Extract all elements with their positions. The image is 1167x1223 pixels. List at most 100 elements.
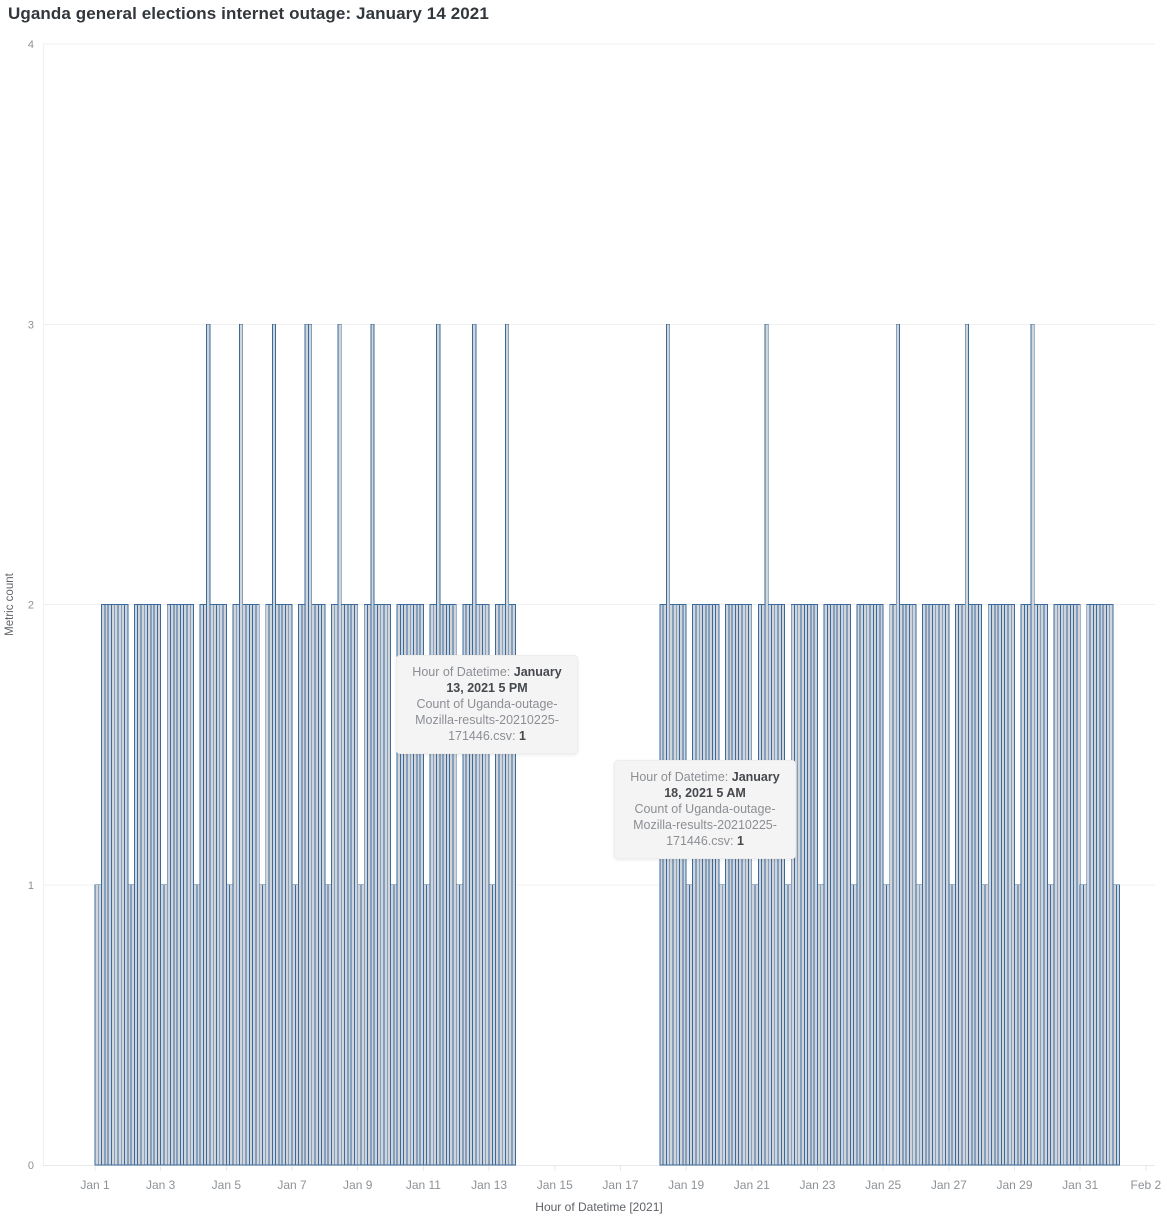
bar[interactable] bbox=[1033, 604, 1038, 1166]
bar[interactable] bbox=[1023, 604, 1029, 1166]
bar[interactable] bbox=[662, 604, 667, 1166]
bar[interactable] bbox=[725, 604, 730, 1166]
bar[interactable] bbox=[209, 604, 214, 1166]
bar[interactable] bbox=[278, 604, 283, 1166]
bar[interactable] bbox=[984, 884, 989, 1166]
bar[interactable] bbox=[784, 884, 789, 1166]
bar[interactable] bbox=[928, 604, 933, 1166]
bar[interactable] bbox=[327, 884, 332, 1166]
bar[interactable] bbox=[163, 884, 168, 1166]
bar[interactable] bbox=[1010, 604, 1015, 1166]
bar[interactable] bbox=[728, 604, 733, 1166]
bar[interactable] bbox=[202, 604, 208, 1166]
bar[interactable] bbox=[803, 604, 809, 1166]
bar[interactable] bbox=[166, 604, 171, 1166]
bar[interactable] bbox=[373, 604, 378, 1166]
bar[interactable] bbox=[1115, 884, 1121, 1166]
bar[interactable] bbox=[94, 884, 99, 1166]
bar[interactable] bbox=[1050, 884, 1055, 1166]
bar[interactable] bbox=[672, 604, 677, 1166]
bar[interactable] bbox=[219, 604, 224, 1166]
bar[interactable] bbox=[807, 604, 812, 1166]
bar[interactable] bbox=[1040, 604, 1045, 1166]
bar[interactable] bbox=[422, 884, 428, 1166]
bar[interactable] bbox=[968, 604, 973, 1166]
bar[interactable] bbox=[357, 884, 362, 1166]
bar[interactable] bbox=[767, 604, 772, 1166]
bar[interactable] bbox=[367, 604, 372, 1166]
bar[interactable] bbox=[1030, 323, 1035, 1166]
bar[interactable] bbox=[866, 604, 871, 1166]
bar[interactable] bbox=[160, 884, 165, 1166]
bar[interactable] bbox=[908, 604, 914, 1166]
bar[interactable] bbox=[265, 604, 270, 1166]
bar[interactable] bbox=[176, 604, 181, 1166]
bar[interactable] bbox=[1014, 884, 1019, 1166]
bar[interactable] bbox=[964, 323, 969, 1166]
bar[interactable] bbox=[820, 884, 825, 1166]
bar[interactable] bbox=[698, 604, 703, 1166]
bar[interactable] bbox=[895, 323, 901, 1166]
bar[interactable] bbox=[948, 884, 953, 1166]
bar[interactable] bbox=[708, 604, 713, 1166]
bar[interactable] bbox=[1004, 604, 1009, 1166]
bar[interactable] bbox=[1053, 604, 1058, 1166]
bar[interactable] bbox=[133, 604, 139, 1166]
bar[interactable] bbox=[314, 604, 319, 1166]
bar[interactable] bbox=[840, 604, 845, 1166]
bar[interactable] bbox=[1102, 604, 1107, 1166]
bar[interactable] bbox=[1086, 604, 1091, 1166]
bar[interactable] bbox=[426, 884, 431, 1166]
bar[interactable] bbox=[833, 604, 838, 1166]
bar[interactable] bbox=[321, 604, 326, 1166]
bar[interactable] bbox=[682, 604, 687, 1166]
bar[interactable] bbox=[718, 884, 723, 1166]
bar[interactable] bbox=[1000, 604, 1006, 1166]
bar[interactable] bbox=[679, 604, 684, 1166]
bar[interactable] bbox=[1069, 604, 1075, 1166]
bar[interactable] bbox=[885, 884, 891, 1166]
bar[interactable] bbox=[156, 604, 162, 1166]
bar[interactable] bbox=[1109, 604, 1114, 1166]
bar[interactable] bbox=[239, 323, 244, 1166]
bar[interactable] bbox=[764, 323, 769, 1166]
bar[interactable] bbox=[777, 604, 782, 1166]
bar[interactable] bbox=[974, 604, 979, 1166]
bar[interactable] bbox=[390, 884, 395, 1166]
bar[interactable] bbox=[1056, 604, 1061, 1166]
bar[interactable] bbox=[994, 604, 999, 1166]
bar[interactable] bbox=[147, 604, 152, 1166]
bar[interactable] bbox=[216, 604, 221, 1166]
bar[interactable] bbox=[738, 604, 743, 1166]
bar[interactable] bbox=[170, 604, 175, 1166]
bar[interactable] bbox=[189, 604, 194, 1166]
bar[interactable] bbox=[849, 884, 855, 1166]
bar[interactable] bbox=[918, 884, 924, 1166]
bar[interactable] bbox=[1092, 604, 1098, 1166]
bar[interactable] bbox=[294, 884, 300, 1166]
bar[interactable] bbox=[876, 604, 881, 1166]
bar[interactable] bbox=[229, 884, 234, 1166]
bar[interactable] bbox=[491, 884, 497, 1166]
bar[interactable] bbox=[787, 884, 792, 1166]
bar[interactable] bbox=[120, 604, 126, 1166]
bar[interactable] bbox=[744, 604, 749, 1166]
bar[interactable] bbox=[370, 323, 375, 1166]
bar[interactable] bbox=[183, 604, 188, 1166]
bar[interactable] bbox=[754, 884, 759, 1166]
bar[interactable] bbox=[488, 884, 493, 1166]
bar[interactable] bbox=[248, 604, 254, 1166]
bar[interactable] bbox=[922, 604, 927, 1166]
bar[interactable] bbox=[124, 604, 129, 1166]
bar[interactable] bbox=[938, 604, 943, 1166]
bar[interactable] bbox=[889, 604, 894, 1166]
bar[interactable] bbox=[692, 604, 697, 1166]
bar[interactable] bbox=[97, 884, 103, 1166]
bar[interactable] bbox=[741, 604, 746, 1166]
bar[interactable] bbox=[117, 604, 122, 1166]
bar[interactable] bbox=[317, 604, 323, 1166]
bar[interactable] bbox=[1007, 604, 1012, 1166]
bar[interactable] bbox=[271, 323, 277, 1166]
bar[interactable] bbox=[702, 604, 707, 1166]
bar[interactable] bbox=[186, 604, 191, 1166]
